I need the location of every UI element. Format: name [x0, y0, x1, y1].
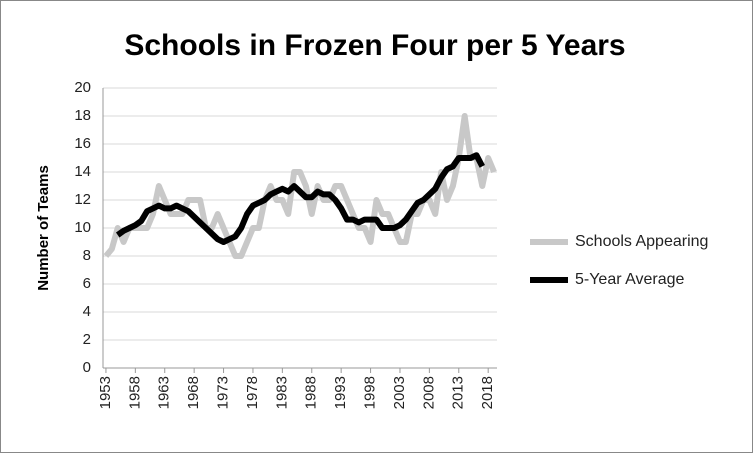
- y-tick-label: 8: [83, 247, 91, 264]
- legend-label: Schools Appearing: [575, 233, 708, 250]
- x-tick-label: 1993: [332, 376, 349, 409]
- x-tick-label: 1998: [362, 376, 379, 409]
- x-tick-label: 1968: [185, 376, 202, 409]
- chart-title: Schools in Frozen Four per 5 Years: [124, 29, 625, 62]
- y-tick-label: 2: [83, 331, 91, 348]
- x-tick-label: 1963: [156, 376, 173, 409]
- y-tick-label: 4: [83, 303, 91, 320]
- y-tick-label: 20: [74, 79, 91, 96]
- y-axis-label: Number of Teams: [35, 165, 52, 291]
- y-tick-label: 14: [74, 163, 91, 180]
- x-tick-label: 1958: [126, 376, 143, 409]
- x-tick-label: 1978: [244, 376, 261, 409]
- x-tick-label: 2013: [450, 376, 467, 409]
- x-tick-label: 2003: [391, 376, 408, 409]
- series-line: [115, 152, 485, 245]
- x-tick-label: 1988: [303, 376, 320, 409]
- x-tick-label: 2018: [479, 376, 496, 409]
- series-line: [103, 113, 497, 259]
- x-tick-label: 1953: [97, 376, 114, 409]
- y-tick-label: 18: [74, 107, 91, 124]
- y-tick-label: 6: [83, 275, 91, 292]
- x-tick-label: 1973: [215, 376, 232, 409]
- x-tick-label: 2008: [420, 376, 437, 409]
- y-tick-label: 12: [74, 191, 91, 208]
- y-tick-label: 16: [74, 135, 91, 152]
- legend-label: 5-Year Average: [575, 271, 685, 288]
- x-tick-label: 1983: [273, 376, 290, 409]
- y-tick-label: 0: [83, 359, 91, 376]
- y-tick-label: 10: [74, 219, 91, 236]
